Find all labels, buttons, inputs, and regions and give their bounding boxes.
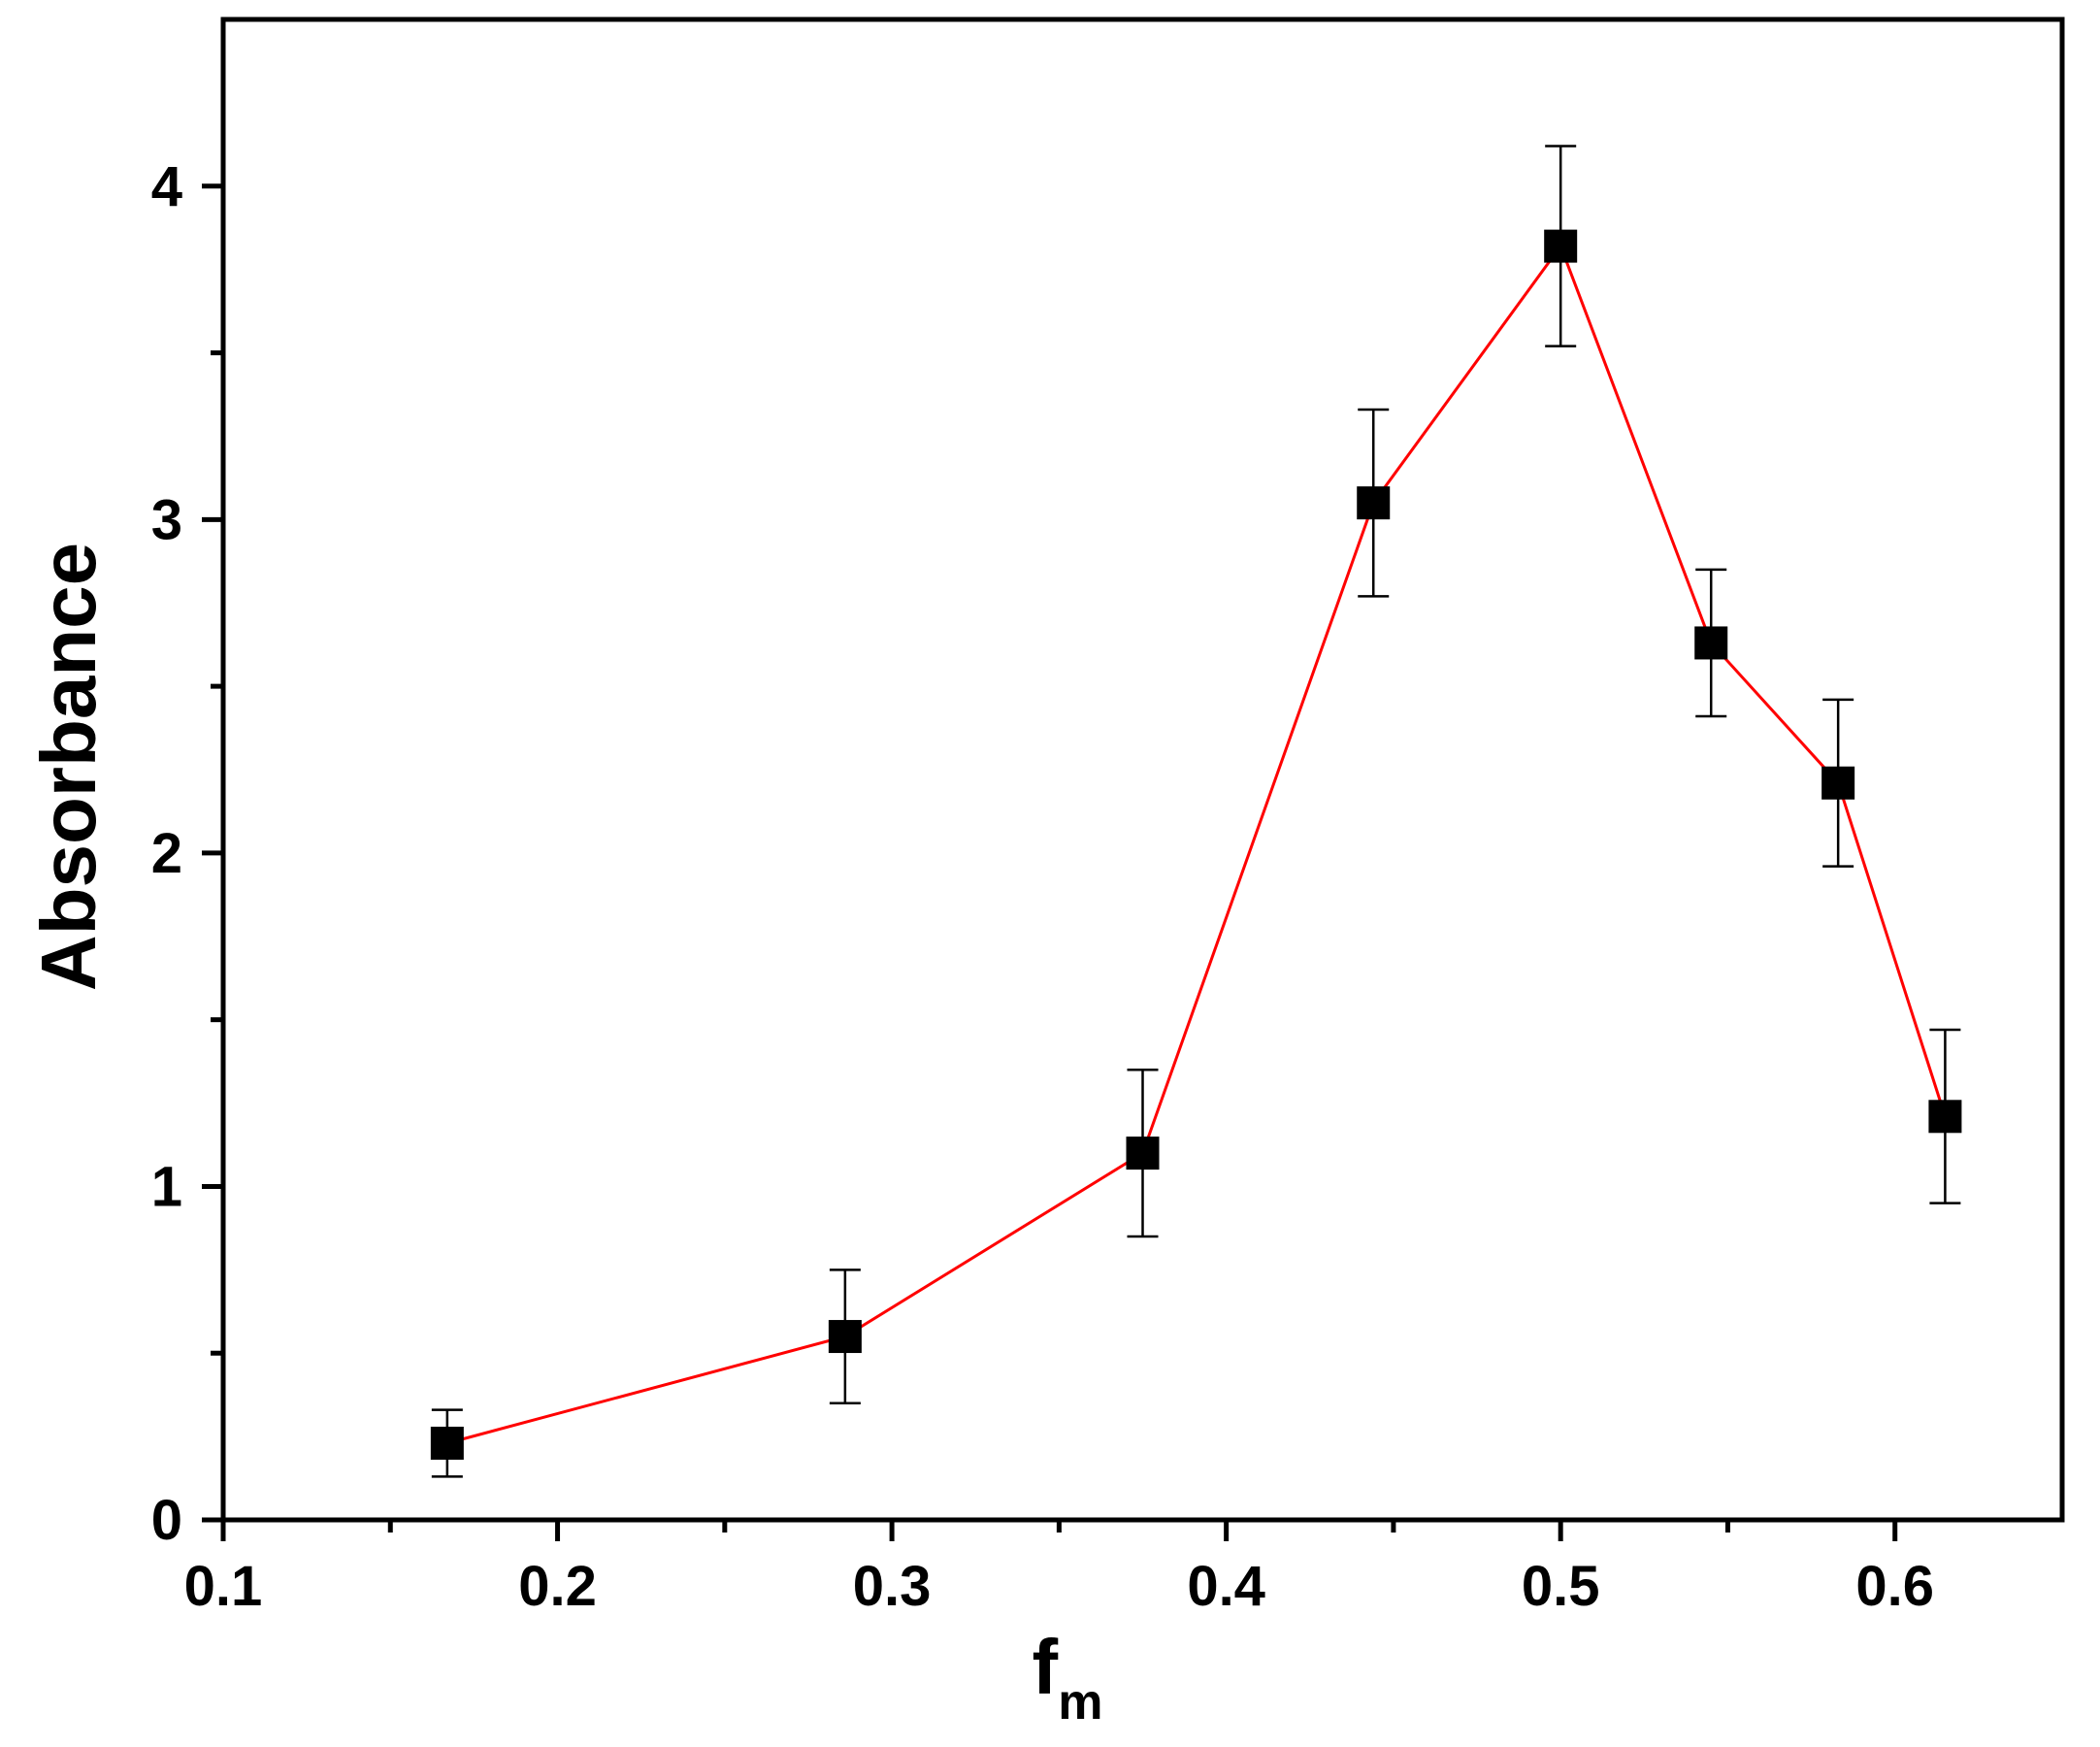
data-point bbox=[1126, 1137, 1160, 1170]
x-axis-label-subscript: m bbox=[1058, 1674, 1102, 1731]
series-line-path bbox=[446, 243, 1947, 1445]
plot-border bbox=[220, 16, 2065, 1523]
y-tick-label: 0 bbox=[151, 1489, 182, 1552]
x-axis-ticks: 0.1 0.2 0.3 0.4 0.5 0.6 bbox=[184, 1520, 1934, 1618]
data-point bbox=[1694, 626, 1728, 660]
x-axis-label: fm bbox=[1033, 1624, 1103, 1731]
x-tick-label: 0.1 bbox=[184, 1555, 263, 1618]
x-tick-label: 0.3 bbox=[853, 1555, 932, 1618]
y-tick-label: 1 bbox=[151, 1155, 182, 1218]
plot-frame bbox=[220, 16, 2065, 1523]
x-tick-label: 0.6 bbox=[1855, 1555, 1934, 1618]
y-tick-label: 3 bbox=[151, 488, 182, 551]
data-point bbox=[1928, 1100, 1962, 1134]
data-markers bbox=[430, 229, 1962, 1460]
x-tick-label: 0.5 bbox=[1522, 1555, 1600, 1618]
data-point bbox=[1544, 229, 1578, 263]
data-point bbox=[430, 1426, 464, 1460]
x-tick-label: 0.2 bbox=[518, 1555, 597, 1618]
x-axis-label-main: f bbox=[1033, 1624, 1059, 1710]
y-axis-ticks: 0 1 2 3 4 bbox=[151, 155, 223, 1552]
data-point bbox=[828, 1320, 862, 1354]
y-tick-label: 2 bbox=[151, 822, 182, 885]
y-tick-label: 4 bbox=[151, 155, 182, 218]
data-point bbox=[1357, 486, 1391, 520]
error-bars bbox=[431, 145, 1961, 1478]
y-axis-label: Absorbance bbox=[25, 543, 112, 991]
data-point bbox=[1821, 766, 1855, 800]
x-tick-label: 0.4 bbox=[1187, 1555, 1265, 1618]
series-line bbox=[446, 243, 1947, 1445]
